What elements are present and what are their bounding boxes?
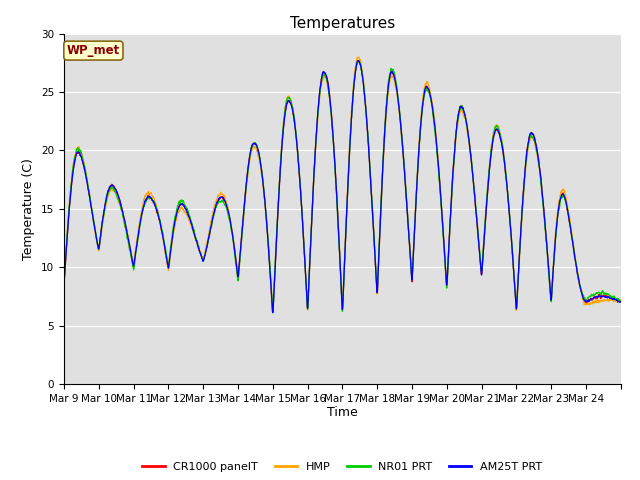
HMP (116, 200, 124, 206)
CR1000 panelT (355, 58, 363, 63)
HMP (510, 278, 518, 284)
NR01 PRT (339, 309, 346, 314)
AM25T PRT (355, 58, 362, 63)
NR01 PRT (116, 201, 124, 206)
Title: Temperatures: Temperatures (290, 16, 395, 31)
HMP (617, 298, 625, 303)
AM25T PRT (269, 310, 276, 315)
CR1000 panelT (510, 275, 518, 281)
Line: NR01 PRT: NR01 PRT (64, 60, 621, 312)
Y-axis label: Temperature (C): Temperature (C) (22, 158, 35, 260)
AM25T PRT (609, 296, 617, 302)
HMP (60, 280, 68, 286)
NR01 PRT (376, 219, 384, 225)
NR01 PRT (609, 295, 617, 301)
Legend: CR1000 panelT, HMP, NR01 PRT, AM25T PRT: CR1000 panelT, HMP, NR01 PRT, AM25T PRT (138, 457, 547, 477)
CR1000 panelT (236, 256, 244, 262)
NR01 PRT (60, 278, 68, 284)
CR1000 panelT (60, 279, 68, 285)
HMP (542, 228, 550, 234)
Line: HMP: HMP (64, 57, 621, 311)
AM25T PRT (60, 281, 68, 287)
AM25T PRT (542, 229, 550, 235)
HMP (236, 260, 244, 266)
Text: WP_met: WP_met (67, 44, 120, 57)
NR01 PRT (510, 276, 518, 281)
HMP (269, 308, 276, 313)
NR01 PRT (542, 231, 550, 237)
NR01 PRT (354, 58, 362, 63)
AM25T PRT (116, 196, 124, 202)
Line: AM25T PRT: AM25T PRT (64, 60, 621, 312)
NR01 PRT (236, 261, 244, 267)
CR1000 panelT (617, 297, 625, 303)
CR1000 panelT (542, 228, 550, 234)
CR1000 panelT (116, 197, 124, 203)
HMP (354, 54, 362, 60)
HMP (609, 297, 617, 302)
AM25T PRT (617, 299, 625, 305)
AM25T PRT (236, 256, 244, 262)
Line: CR1000 panelT: CR1000 panelT (64, 60, 621, 312)
CR1000 panelT (609, 296, 617, 301)
NR01 PRT (617, 298, 625, 304)
HMP (376, 226, 384, 232)
CR1000 panelT (269, 310, 276, 315)
CR1000 panelT (376, 223, 384, 228)
AM25T PRT (376, 223, 384, 229)
AM25T PRT (510, 276, 518, 282)
X-axis label: Time: Time (327, 407, 358, 420)
